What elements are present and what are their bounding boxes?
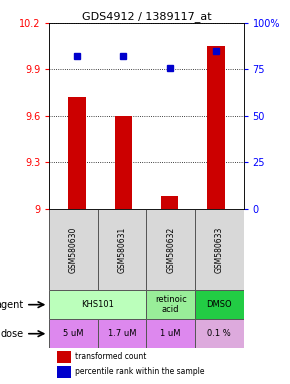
Text: GSM580631: GSM580631 [118, 227, 127, 273]
Text: 1 uM: 1 uM [160, 329, 181, 338]
Bar [146, 319, 195, 348]
Bar [49, 319, 98, 348]
Bar [115, 116, 132, 209]
Text: dose: dose [1, 329, 24, 339]
Bar [146, 209, 195, 290]
Bar [195, 290, 244, 319]
Text: transformed count: transformed count [75, 353, 146, 361]
Text: 1.7 uM: 1.7 uM [108, 329, 136, 338]
Bar [195, 319, 244, 348]
Text: GSM580630: GSM580630 [69, 226, 78, 273]
Text: 5 uM: 5 uM [63, 329, 84, 338]
Bar [98, 319, 146, 348]
Bar [146, 290, 195, 319]
Text: percentile rank within the sample: percentile rank within the sample [75, 367, 204, 376]
Text: retinoic
acid: retinoic acid [155, 295, 186, 314]
Bar [195, 209, 244, 290]
Bar [98, 209, 146, 290]
Text: GSM580632: GSM580632 [166, 227, 175, 273]
Text: agent: agent [0, 300, 24, 310]
Text: DMSO: DMSO [206, 300, 232, 309]
Bar [49, 290, 146, 319]
Text: GSM580633: GSM580633 [215, 226, 224, 273]
Bar [68, 98, 86, 209]
Bar [49, 209, 98, 290]
Bar [57, 366, 71, 377]
Text: 0.1 %: 0.1 % [207, 329, 231, 338]
Title: GDS4912 / 1389117_at: GDS4912 / 1389117_at [82, 11, 211, 22]
Text: KHS101: KHS101 [81, 300, 114, 309]
Bar [207, 46, 225, 209]
Bar [161, 197, 178, 209]
Bar [57, 351, 71, 362]
